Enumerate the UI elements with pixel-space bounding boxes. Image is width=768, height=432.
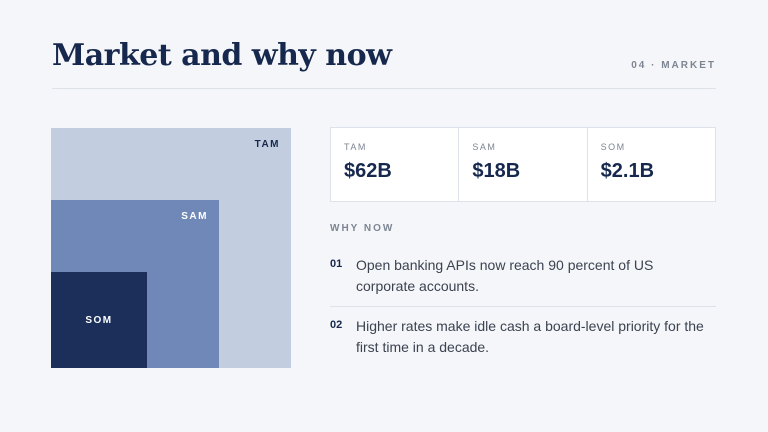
metric-label: SOM	[600, 142, 626, 152]
item-text: Higher rates make idle cash a board-leve…	[356, 318, 704, 355]
divider	[330, 306, 716, 307]
item-text: Open banking APIs now reach 90 percent o…	[356, 257, 654, 294]
metric: TAM $62B	[331, 128, 460, 201]
metric-value: $62B	[344, 160, 392, 182]
item-number: 01	[330, 258, 343, 270]
metric-value: $2.1B	[600, 160, 655, 182]
metric: SOM $2.1B	[588, 128, 715, 201]
metric: SAM $18B	[459, 128, 588, 201]
som-label: SOM	[85, 315, 113, 326]
metric-label: SAM	[472, 142, 497, 152]
som-square	[51, 272, 147, 368]
metric-label: TAM	[344, 142, 367, 152]
metric-value: $18B	[472, 160, 521, 182]
section-label: 04 · MARKET	[631, 60, 716, 71]
metrics: TAM $62B SAM $18B SOM $2.1B	[330, 127, 716, 202]
tam-label: TAM	[254, 139, 280, 150]
title: Market and why now	[52, 38, 392, 73]
item-number: 02	[330, 319, 343, 331]
sam-label: SAM	[181, 211, 208, 222]
divider	[52, 88, 716, 89]
why-now-heading: WHY NOW	[330, 223, 395, 234]
